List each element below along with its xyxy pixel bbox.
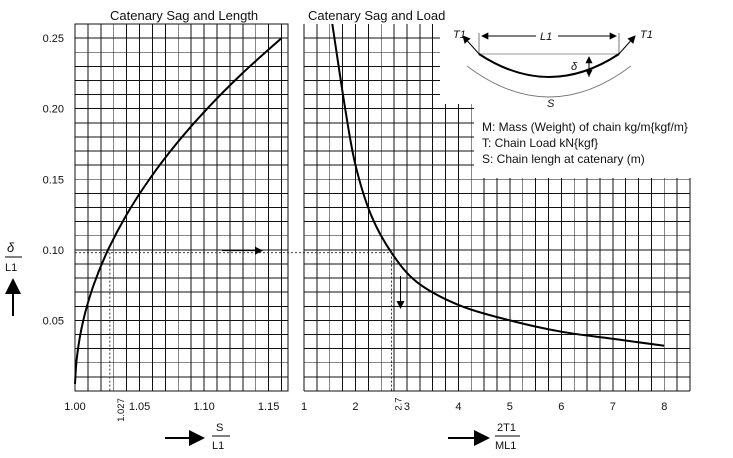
right-x-tick-label: 5 — [507, 401, 513, 413]
left-x-tick-label: 1.05 — [129, 401, 150, 413]
y-tick-label: 0.15 — [43, 174, 64, 186]
left-x-tick-label: 1.00 — [64, 401, 85, 413]
y-tick-label: 0.10 — [43, 245, 64, 257]
right-chart-title: Catenary Sag and Load — [308, 8, 445, 23]
x1-axis-label: S L1 — [165, 422, 230, 452]
left-tension-arrow-icon — [462, 35, 481, 56]
x2-label-numerator: 2T1 — [497, 422, 516, 434]
diagram-left-tension-label: T1 — [453, 29, 466, 41]
y-tick-label: 0.20 — [43, 104, 64, 116]
right-x-tick-label: 1 — [301, 401, 307, 413]
right-x-tick-label: 6 — [558, 401, 564, 413]
right-x-tick-label: 3 — [404, 401, 410, 413]
left-chart-frame — [74, 23, 289, 392]
x1-label-numerator: S — [216, 422, 223, 434]
right-x-tick-labels: 1 2 3 4 5 6 7 8 2.7 — [301, 397, 667, 413]
left-x-tick-label: 1.10 — [193, 401, 214, 413]
left-chart-grid — [75, 24, 288, 391]
sag-length-curve — [74, 37, 283, 384]
sag-load-curve — [331, 23, 665, 347]
x1-label-denominator: L1 — [212, 440, 224, 452]
y-label-numerator: δ — [7, 240, 15, 255]
right-chart-grid — [304, 24, 691, 391]
y-tick-label: 0.05 — [43, 315, 64, 327]
diagram-length-arc — [466, 65, 632, 98]
catenary-diagram: L1 δ T1 T1 S — [453, 28, 653, 110]
variable-legend: M: Mass (Weight) of chain kg/m{kgf/m} T:… — [482, 120, 688, 166]
y-tick-label: 0.25 — [43, 33, 64, 45]
reference-lines — [75, 246, 405, 391]
left-x-minor-tick-label: 1.027 — [116, 398, 127, 422]
left-chart-title: Catenary Sag and Length — [110, 8, 258, 23]
right-x-tick-label: 4 — [455, 401, 461, 413]
diagram-span-label: L1 — [540, 31, 552, 43]
x2-label-denominator: ML1 — [495, 440, 516, 452]
y-tick-labels: 0.05 0.10 0.15 0.20 0.25 — [43, 33, 64, 327]
x2-axis-label: 2T1 ML1 — [448, 422, 520, 452]
legend-line-mass: M: Mass (Weight) of chain kg/m{kgf/m} — [482, 120, 688, 134]
legend-line-load: T: Chain Load kN{kgf} — [482, 136, 598, 150]
right-x-tick-label: 7 — [610, 401, 616, 413]
right-x-tick-label: 8 — [661, 401, 667, 413]
diagram-sag-label: δ — [571, 61, 578, 73]
right-x-minor-tick-label: 2.7 — [393, 397, 404, 410]
legend-line-length: S: Chain lengh at catenary (m) — [482, 152, 645, 166]
right-x-tick-label: 2 — [352, 401, 358, 413]
diagram-chain-curve — [478, 53, 620, 78]
right-tension-arrow-icon — [617, 35, 636, 56]
diagram-length-label: S — [547, 98, 555, 110]
left-x-tick-labels: 1.00 1.05 1.10 1.15 1.027 — [64, 398, 279, 422]
y-axis-label: δ L1 — [5, 240, 22, 316]
left-x-tick-label: 1.15 — [258, 401, 279, 413]
legend-background — [474, 104, 730, 178]
diagram-right-tension-label: T1 — [640, 29, 653, 41]
y-label-denominator: L1 — [5, 262, 17, 274]
